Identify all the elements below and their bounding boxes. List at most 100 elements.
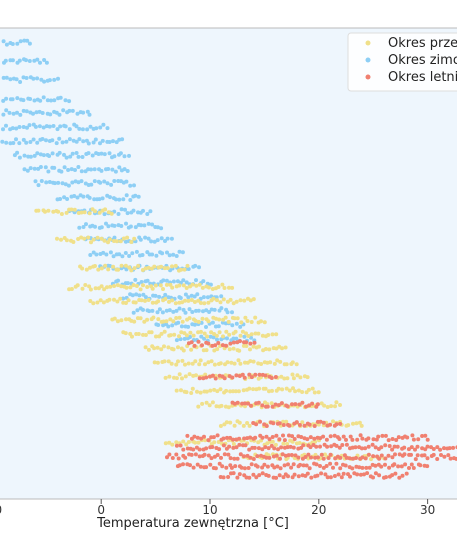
data-point [76,180,81,185]
data-point [242,466,247,471]
data-point [170,456,175,460]
data-point [93,209,97,214]
data-point [60,181,65,186]
data-point [184,280,189,285]
data-point [212,440,217,445]
data-point [334,422,339,427]
data-point [163,239,167,243]
data-point [314,462,319,467]
data-point [234,299,239,304]
data-point [41,153,46,158]
data-point [183,310,188,315]
data-point [210,373,215,378]
data-point [143,295,148,300]
data-point [163,375,168,380]
data-point [163,297,168,301]
data-point [308,435,313,440]
data-point [212,387,217,392]
data-point [279,374,284,379]
data-point [196,339,201,344]
data-point [435,445,440,450]
data-point [274,433,279,438]
data-point [123,263,128,268]
data-point [48,112,53,117]
data-point [287,433,291,438]
data-point [116,179,121,183]
data-point [215,453,220,457]
data-point [415,453,420,458]
data-point [248,455,253,460]
data-point [197,282,202,287]
data-point [280,346,284,351]
data-point [133,277,138,282]
data-point [348,434,353,439]
data-point [192,434,197,439]
data-point [87,211,92,216]
data-point [4,108,9,113]
data-point [177,334,181,339]
data-point [316,390,321,395]
data-point [431,447,436,451]
data-point [70,180,75,185]
data-point [442,446,446,451]
data-point [166,324,171,329]
data-point [390,447,395,452]
data-point [264,434,269,439]
data-point [454,456,457,461]
data-point [141,292,146,297]
data-point [420,434,425,438]
data-point [315,402,320,407]
data-point [82,210,87,215]
data-point [50,151,55,156]
data-point [228,435,233,440]
data-point [21,137,26,142]
data-point [367,465,372,470]
data-point [169,361,174,366]
data-point [248,347,252,352]
data-point [104,221,108,226]
data-point [187,307,192,312]
legend-box [347,32,457,92]
data-point [184,286,189,290]
data-point [67,99,72,104]
data-point [46,169,51,174]
data-point [376,434,381,439]
data-point [18,112,23,117]
data-point [195,292,200,297]
data-points [0,38,457,480]
data-point [221,436,226,441]
data-point [124,317,128,322]
data-point [21,108,26,113]
data-point [233,329,238,334]
data-point [247,372,252,377]
data-point [49,98,53,103]
data-point [128,183,133,188]
data-point [183,374,188,379]
data-point [351,421,355,426]
data-point [41,125,46,130]
data-point [117,252,122,257]
data-point [74,124,79,129]
data-point [159,264,164,269]
data-point [196,404,201,409]
data-point [241,423,246,428]
data-point [247,447,252,452]
data-point [305,375,310,380]
data-point [159,347,164,352]
data-point [213,376,218,381]
data-point [299,435,304,439]
data-point [202,331,207,336]
data-point [138,316,143,321]
data-point [190,386,195,391]
data-point [251,387,256,392]
data-point [231,389,235,394]
data-point [107,297,112,302]
data-point [201,279,206,284]
data-point [260,465,265,470]
data-point [294,420,299,425]
data-point [172,332,177,337]
data-point [63,124,68,129]
data-point [81,139,86,144]
data-point [38,152,43,157]
data-point [350,456,355,461]
